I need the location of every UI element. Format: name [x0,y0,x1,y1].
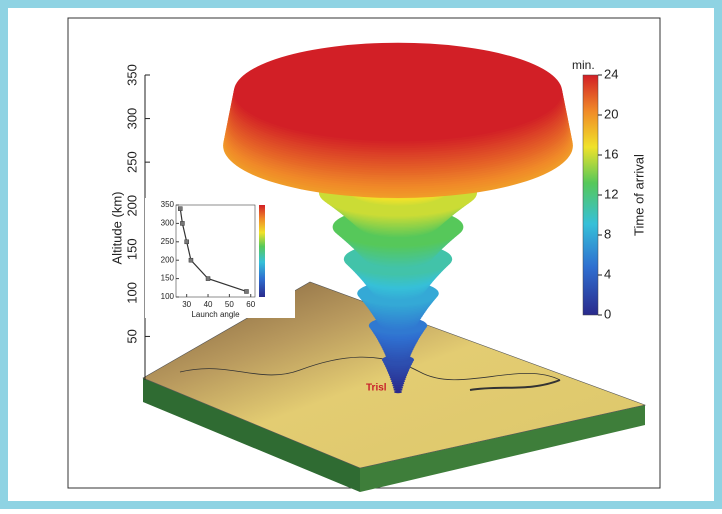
y-axis-label: Altitude (km) [109,192,124,265]
chart-layer: 50 100 150 200 250 300 350 Altitude (km) Trisl 0 4… [109,58,646,393]
inset-y-tick-label: 200 [161,255,175,264]
colorbar [582,74,599,316]
inset-x-tick-label: 40 [204,300,213,309]
inset-point [184,239,189,245]
inset-background [145,198,295,318]
cone [223,42,573,394]
colorbar-tick-label: 12 [604,186,618,201]
cone-slice [233,42,563,142]
y-tick-label: 100 [124,282,139,304]
inset-colorbar [259,205,265,297]
inset-y-tick-label: 250 [161,237,175,246]
inset-y-tick-label: 350 [161,200,175,209]
y-tick-label: 300 [124,108,139,130]
y-tick-label: 50 [124,329,139,343]
map-side [143,378,360,492]
inset-x-tick-label: 30 [182,300,191,309]
cone-slice [394,390,402,394]
y-tick-label: 250 [124,151,139,173]
y-tick-label: 350 [124,64,139,86]
inset-frame [175,204,256,298]
inset-y-tick-label: 150 [161,274,175,283]
colorbar-tick-label: 8 [604,226,611,241]
inset-point [188,257,194,263]
inset-point [244,289,249,294]
outer-border [2,2,720,507]
inset-point [180,221,185,226]
colorbar-tick-label: 20 [604,106,618,121]
inset-point [178,206,183,211]
map-side [360,405,645,492]
inset-x-tick-label: 50 [225,300,234,309]
inset-y-tick-label: 100 [161,292,175,301]
map-river [179,356,561,381]
colorbar-tick-label: 4 [604,266,611,281]
colorbar-unit: min. [572,58,595,72]
inset-point [205,276,211,281]
y-tick-label: 200 [124,195,139,217]
map-river [469,379,561,391]
inset-x-label: Launch angle [191,310,240,319]
annotation: Trisl [366,383,387,394]
colorbar-title: Time of arrival [631,154,646,236]
inset-line [179,208,247,293]
colorbar-tick-label: 0 [604,306,611,321]
inset-x-tick-label: 60 [246,300,255,309]
colorbar-tick-label: 16 [604,146,618,161]
y-tick-label: 150 [124,238,139,260]
inset-y-tick-label: 300 [161,219,175,228]
cone-slice [393,388,403,392]
colorbar-tick-label: 24 [604,66,618,81]
